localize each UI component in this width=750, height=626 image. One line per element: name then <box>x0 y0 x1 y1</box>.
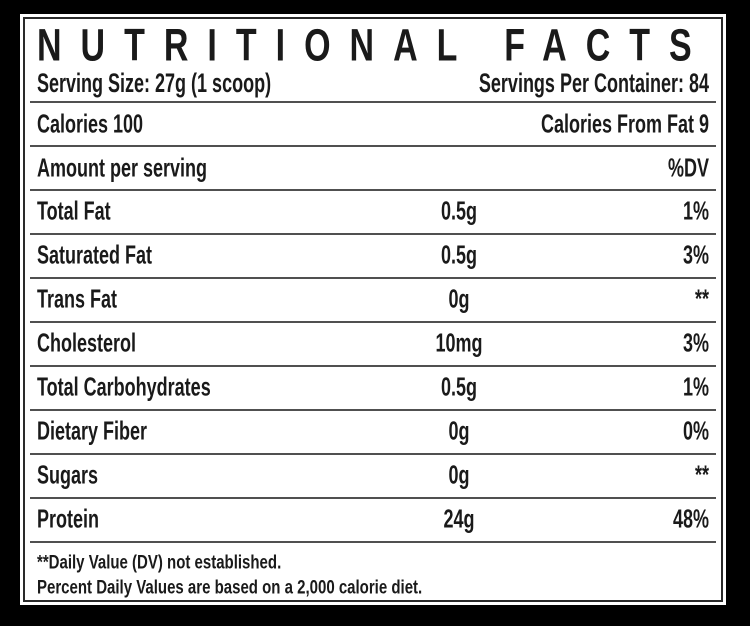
nutrient-name: Sugars <box>37 460 99 490</box>
footnote-dv-not-established: **Daily Value (DV) not established. <box>37 551 282 574</box>
nutrient-name: Saturated Fat <box>37 240 153 270</box>
nutrient-row-total-fat: Total Fat 0.5g 1% <box>30 189 716 233</box>
nutrient-dv: ** <box>694 460 709 490</box>
servings-per-container-text: Servings Per Container: 84 <box>478 68 709 98</box>
label-header: NUTRITIONAL FACTS Serving Size: 27g (1 s… <box>25 19 721 101</box>
nutrient-name: Total Fat <box>37 196 111 226</box>
label-title: NUTRITIONAL FACTS <box>37 23 709 69</box>
footnote-section: **Daily Value (DV) not established. Perc… <box>30 541 716 600</box>
nutrient-dv: 1% <box>682 196 709 226</box>
nutrient-dv: 0% <box>682 416 709 446</box>
nutrition-label-panel: NUTRITIONAL FACTS Serving Size: 27g (1 s… <box>20 14 726 605</box>
calories-text: Calories 100 <box>37 109 144 139</box>
nutrient-amount: 24g <box>443 504 475 534</box>
nutrient-name: Cholesterol <box>37 328 137 358</box>
nutrient-amount: 0.5g <box>440 372 478 402</box>
nutrient-amount: 0g <box>448 416 470 446</box>
nutrient-row-trans-fat: Trans Fat 0g ** <box>30 277 716 321</box>
nutrient-row-cholesterol: Cholesterol 10mg 3% <box>30 321 716 365</box>
nutrient-dv: 48% <box>672 504 709 534</box>
calories-from-fat-text: Calories From Fat 9 <box>540 109 709 139</box>
calories-row: Calories 100 Calories From Fat 9 <box>30 101 716 145</box>
nutrient-amount: 0.5g <box>440 196 478 226</box>
nutrient-name: Trans Fat <box>37 284 118 314</box>
nutrient-amount: 0.5g <box>440 240 478 270</box>
nutrient-dv: 3% <box>682 328 709 358</box>
nutrient-amount: 10mg <box>435 328 483 358</box>
nutrient-dv: ** <box>694 284 709 314</box>
nutrient-name: Protein <box>37 504 100 534</box>
nutrient-name: Total Carbohydrates <box>37 372 211 402</box>
nutrient-row-protein: Protein 24g 48% <box>30 497 716 541</box>
label-title-text: NUTRITIONAL FACTS <box>37 20 711 72</box>
column-header-row: Amount per serving %DV <box>30 145 716 189</box>
nutrient-row-sugars: Sugars 0g ** <box>30 453 716 497</box>
nutrient-dv: 3% <box>682 240 709 270</box>
percent-dv-header: %DV <box>667 153 709 183</box>
nutrient-dv: 1% <box>682 372 709 402</box>
amount-per-serving-header: Amount per serving <box>37 153 208 183</box>
nutrition-label-border: NUTRITIONAL FACTS Serving Size: 27g (1 s… <box>23 17 723 602</box>
nutrient-row-total-carbohydrates: Total Carbohydrates 0.5g 1% <box>30 365 716 409</box>
serving-size-text: Serving Size: 27g (1 scoop) <box>37 68 272 98</box>
nutrient-amount: 0g <box>448 284 470 314</box>
nutrient-row-dietary-fiber: Dietary Fiber 0g 0% <box>30 409 716 453</box>
nutrient-amount: 0g <box>448 460 470 490</box>
serving-row: Serving Size: 27g (1 scoop) Servings Per… <box>37 69 709 97</box>
nutrient-name: Dietary Fiber <box>37 416 148 446</box>
nutrient-row-saturated-fat: Saturated Fat 0.5g 3% <box>30 233 716 277</box>
footnote-percent-daily-values: Percent Daily Values are based on a 2,00… <box>37 576 423 599</box>
